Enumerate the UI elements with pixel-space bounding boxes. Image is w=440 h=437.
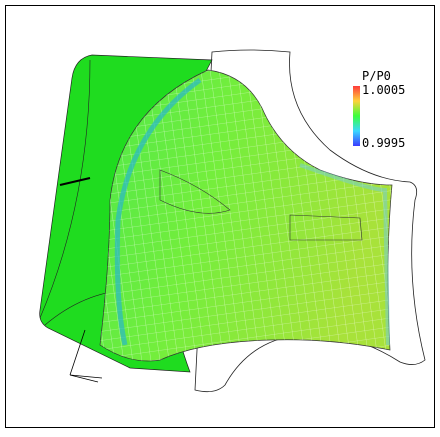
legend-max: 1.0005 [362,83,405,97]
colorbar [353,86,360,146]
legend-title: P/P0 [362,69,391,83]
page: P/P0 1.0005 0.9995 (() => { const data =… [0,0,440,433]
visualization: P/P0 1.0005 0.9995 [0,0,440,433]
legend-min: 0.9995 [362,136,405,150]
